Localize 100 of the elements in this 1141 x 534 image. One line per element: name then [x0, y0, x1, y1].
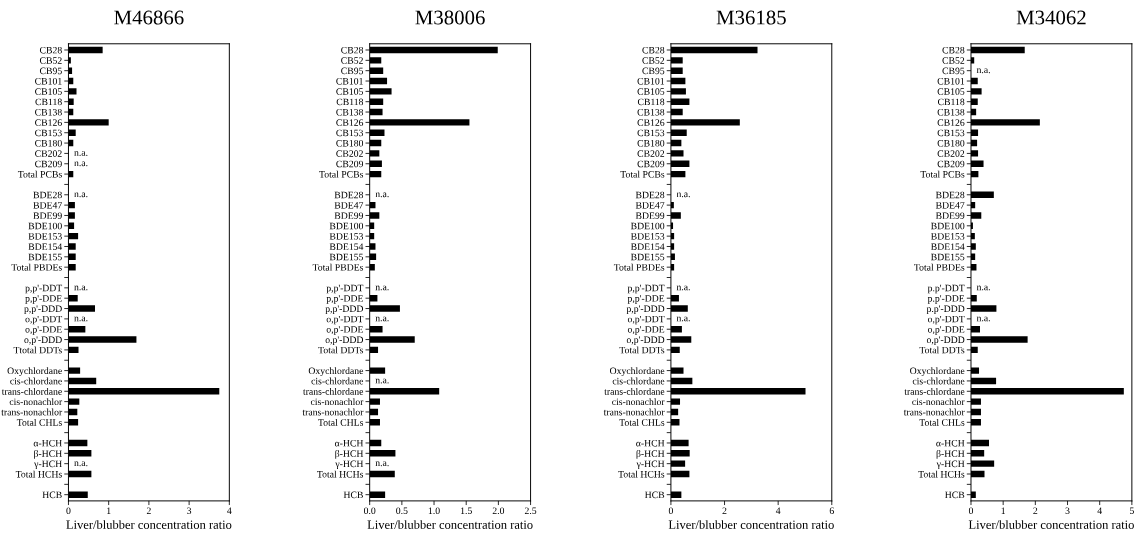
- y-tick-label: α-HCH: [636, 439, 665, 447]
- y-tick-label: BDE99: [334, 212, 364, 219]
- y-tick-label: cis-nonachlor: [310, 398, 364, 406]
- y-tick-label: CB202: [937, 150, 965, 157]
- y-tick-label: o,p'-DDD: [926, 336, 965, 345]
- y-tick-label: Total DDTs: [919, 346, 965, 354]
- y-tick-label: CB105: [336, 88, 364, 95]
- text: n.a.: [74, 285, 88, 291]
- y-tick-label: Oxychlordane: [308, 367, 364, 377]
- y-tick-label: trans-chlordane: [904, 387, 965, 395]
- y-tick-label: Total HCHs: [317, 470, 364, 478]
- chart-title: M46866: [114, 10, 184, 25]
- y-tick-label: CB126: [35, 119, 62, 126]
- x-tick-label: 4: [227, 507, 232, 514]
- y-tick-label: CB101: [35, 77, 62, 85]
- y-tick-label: CB95: [942, 67, 965, 75]
- bar: [68, 57, 71, 64]
- y-tick-label: CB105: [637, 88, 665, 95]
- y-tick-label: Total PBDEs: [914, 263, 965, 271]
- text: n.a.: [375, 378, 389, 384]
- y-tick-label: p,p'-DDD: [325, 305, 364, 314]
- y-tick-label: CB209: [937, 160, 965, 168]
- x-tick-label: 2.0: [492, 507, 505, 515]
- y-tick-label: CB52: [39, 57, 62, 64]
- x-axis-title: Liver/blubber concentration ratio: [66, 520, 232, 529]
- bar: [68, 294, 78, 302]
- text: n.a.: [976, 316, 990, 322]
- y-tick-label: BDE28: [33, 191, 62, 199]
- bar: [68, 212, 75, 219]
- y-tick-label: γ-HCH: [335, 460, 364, 470]
- bar: [68, 129, 76, 136]
- bar: [68, 470, 92, 478]
- y-tick-label: Total PCBs: [319, 170, 364, 178]
- y-tick-label: γ-HCH: [936, 460, 965, 470]
- text: n.a.: [74, 461, 88, 467]
- y-tick-label: Total PBDEs: [11, 263, 62, 271]
- y-tick-label: BDE155: [28, 253, 62, 261]
- y-tick-label: Total PBDEs: [613, 263, 665, 271]
- y-tick-label: Oxychlordane: [7, 367, 62, 377]
- x-tick-label: 3: [187, 507, 192, 514]
- bar: [68, 243, 76, 250]
- y-tick-label: cis-chlordane: [10, 377, 62, 385]
- y-tick-label: trans-chlordane: [604, 387, 665, 395]
- y-tick-label: HCB: [42, 491, 62, 499]
- y-tick-label: cis-chlordane: [912, 377, 965, 385]
- x-axis-title: Liver/blubber concentration ratio: [668, 520, 834, 529]
- y-tick-label: CB180: [637, 139, 665, 147]
- y-tick-label: CB202: [35, 150, 62, 157]
- y-tick-label: p,p'-DDT: [326, 284, 364, 294]
- text: n.a.: [375, 285, 389, 291]
- y-tick-label: BDE100: [329, 222, 364, 230]
- y-tick-label: CB101: [637, 77, 665, 85]
- y-tick-label: Total PBDEs: [312, 263, 364, 271]
- bar: [68, 253, 76, 261]
- y-tick-label: trans-nonachlor: [603, 408, 665, 416]
- x-tick-label: 2.5: [524, 507, 537, 515]
- y-tick-label: BDE155: [930, 253, 965, 261]
- y-tick-label: γ-HCH: [636, 460, 665, 470]
- bar: [68, 67, 73, 74]
- y-tick-label: CB28: [39, 46, 62, 54]
- y-tick-label: BDE154: [329, 243, 364, 250]
- y-tick-label: BDE100: [630, 222, 665, 230]
- y-tick-label: β-HCH: [636, 449, 665, 459]
- y-tick-label: BDE155: [329, 253, 364, 261]
- x-tick-label: 0: [668, 507, 673, 514]
- y-tick-label: CB209: [336, 160, 364, 168]
- y-tick-label: Ttotal DDTs: [13, 346, 62, 354]
- y-tick-label: Total PCBs: [17, 170, 62, 178]
- y-tick-label: BDE100: [28, 222, 62, 230]
- bar: [68, 450, 92, 457]
- y-tick-label: CB153: [35, 129, 62, 137]
- text: n.a.: [676, 285, 690, 291]
- bar: [68, 419, 79, 426]
- y-tick-label: p.p'-DDD: [926, 305, 965, 314]
- x-tick-label: 0.0: [363, 507, 376, 515]
- y-tick-label: trans-chlordane: [303, 387, 364, 395]
- y-tick-label: o,p'-DDD: [626, 336, 665, 345]
- y-tick-label: β-HCH: [335, 449, 364, 459]
- y-tick-label: CB202: [336, 150, 363, 157]
- y-tick-label: o,p'-DDE: [326, 326, 363, 335]
- y-tick-label: CB180: [336, 139, 364, 147]
- chart-title: M36185: [716, 10, 786, 25]
- y-tick-label: CB209: [35, 160, 62, 168]
- y-tick-label: cis-nonachlor: [912, 398, 965, 406]
- y-tick-label: CB101: [336, 77, 363, 85]
- y-tick-label: o,p'-DDE: [627, 326, 665, 335]
- y-tick-label: cis-chlordane: [612, 377, 665, 385]
- y-tick-label: Total HCHs: [618, 470, 665, 478]
- x-tick-label: 0.5: [396, 507, 408, 515]
- y-tick-label: p,p'-DDD: [626, 305, 665, 314]
- x-tick-label: 4: [1097, 507, 1102, 514]
- y-tick-label: p,p'-DDT: [25, 284, 63, 294]
- y-tick-label: CB105: [35, 88, 62, 95]
- y-tick-label: CB153: [336, 129, 364, 137]
- bar: [68, 336, 137, 343]
- y-tick-label: CB153: [937, 129, 965, 137]
- text: n.a.: [74, 316, 88, 322]
- y-tick-label: Total PCBs: [620, 170, 665, 178]
- y-tick-label: p.p'-DDE: [927, 295, 965, 304]
- y-tick-label: CB52: [341, 57, 363, 64]
